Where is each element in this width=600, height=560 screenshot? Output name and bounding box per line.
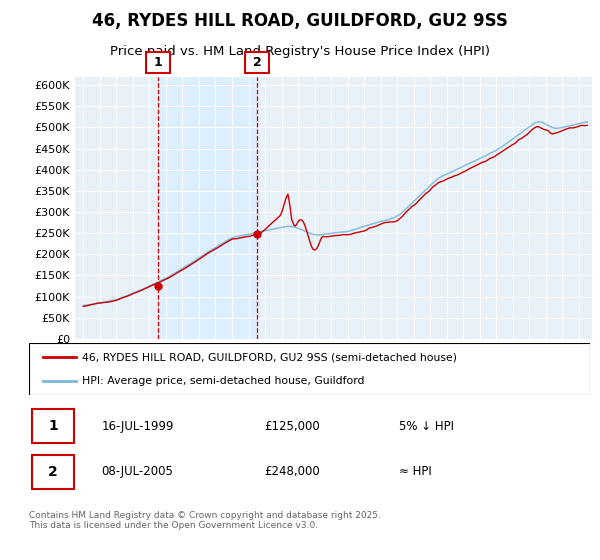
Text: 46, RYDES HILL ROAD, GUILDFORD, GU2 9SS: 46, RYDES HILL ROAD, GUILDFORD, GU2 9SS xyxy=(92,12,508,30)
Text: 5% ↓ HPI: 5% ↓ HPI xyxy=(399,419,454,433)
Text: HPI: Average price, semi-detached house, Guildford: HPI: Average price, semi-detached house,… xyxy=(82,376,365,386)
Text: ≈ HPI: ≈ HPI xyxy=(399,465,432,478)
FancyBboxPatch shape xyxy=(245,52,269,73)
Text: Contains HM Land Registry data © Crown copyright and database right 2025.
This d: Contains HM Land Registry data © Crown c… xyxy=(29,511,380,530)
FancyBboxPatch shape xyxy=(32,409,74,444)
Text: Price paid vs. HM Land Registry's House Price Index (HPI): Price paid vs. HM Land Registry's House … xyxy=(110,45,490,58)
Text: 1: 1 xyxy=(154,55,163,69)
Bar xyxy=(158,77,257,339)
FancyBboxPatch shape xyxy=(32,455,74,489)
Text: 08-JUL-2005: 08-JUL-2005 xyxy=(102,465,173,478)
Text: 1: 1 xyxy=(48,419,58,433)
Text: £248,000: £248,000 xyxy=(265,465,320,478)
Text: 16-JUL-1999: 16-JUL-1999 xyxy=(102,419,174,433)
FancyBboxPatch shape xyxy=(29,343,590,395)
Text: 46, RYDES HILL ROAD, GUILDFORD, GU2 9SS (semi-detached house): 46, RYDES HILL ROAD, GUILDFORD, GU2 9SS … xyxy=(82,352,457,362)
Text: £125,000: £125,000 xyxy=(265,419,320,433)
Text: 2: 2 xyxy=(48,465,58,479)
Text: 2: 2 xyxy=(253,55,262,69)
FancyBboxPatch shape xyxy=(146,52,170,73)
